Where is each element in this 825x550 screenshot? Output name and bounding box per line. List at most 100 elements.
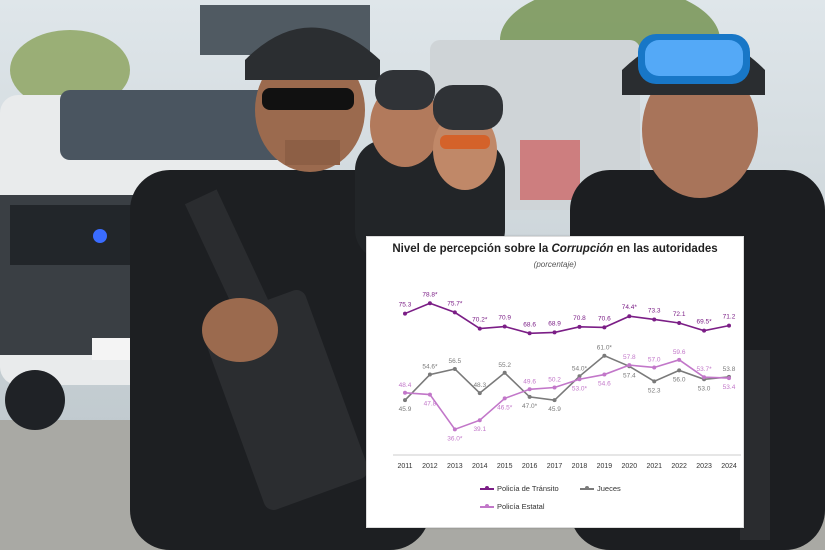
data-label-jueces-2017: 45.9	[548, 406, 561, 413]
legend-swatch-policia-estatal	[480, 504, 494, 508]
data-label-policia-estatal-2012: 47.8	[424, 401, 437, 408]
data-point-jueces-2021	[652, 379, 657, 384]
data-point-jueces-2019	[602, 353, 607, 358]
data-point-policia-estatal-2012	[427, 392, 432, 397]
data-point-policia-de-transito-2017	[552, 330, 557, 335]
data-point-policia-estatal-2017	[552, 385, 557, 390]
data-point-policia-estatal-2011	[403, 390, 407, 395]
x-tick-label-2017: 2017	[547, 463, 563, 470]
data-point-policia-estatal-2019	[602, 372, 607, 377]
data-point-policia-de-transito-2019	[602, 325, 607, 330]
legend-label-policia-estatal: Policía Estatal	[497, 502, 545, 511]
data-point-policia-de-transito-2020	[627, 314, 632, 319]
data-label-policia-de-transito-2015: 70.9	[498, 315, 511, 322]
data-point-jueces-2013	[452, 366, 457, 371]
data-point-policia-estatal-2013	[452, 427, 457, 432]
data-label-policia-estatal-2016: 49.6	[523, 378, 536, 385]
data-label-jueces-2022: 56.0	[673, 376, 686, 383]
data-point-policia-estatal-2024	[727, 376, 731, 381]
legend-item-jueces: Jueces	[580, 484, 621, 493]
x-tick-label-2021: 2021	[646, 463, 662, 470]
legend-swatch-jueces	[580, 486, 594, 490]
chart-title-prefix: Nivel de percepción sobre la	[392, 243, 552, 255]
data-label-jueces-2020: 57.4	[623, 372, 636, 379]
data-label-policia-de-transito-2024: 71.2	[723, 314, 736, 321]
data-point-policia-de-transito-2011	[403, 311, 407, 316]
data-label-jueces-2015: 55.2	[498, 362, 511, 369]
data-label-policia-estatal-2024: 53.4	[723, 384, 736, 391]
data-point-jueces-2022	[677, 368, 682, 373]
data-label-policia-estatal-2011: 48.4	[399, 382, 412, 389]
x-tick-label-2023: 2023	[696, 463, 712, 470]
data-point-policia-de-transito-2012	[427, 301, 432, 306]
data-label-policia-estatal-2013: 36.0*	[447, 435, 463, 442]
data-label-jueces-2023: 53.0	[698, 385, 711, 392]
data-point-policia-de-transito-2016	[527, 331, 532, 336]
data-point-jueces-2012	[427, 372, 432, 377]
data-point-policia-de-transito-2023	[702, 328, 707, 333]
data-label-policia-estatal-2020: 57.8	[623, 354, 636, 361]
data-label-policia-de-transito-2020: 74.4*	[622, 304, 638, 311]
chart-subtitle: (porcentaje)	[533, 260, 577, 269]
x-tick-label-2018: 2018	[572, 463, 588, 470]
line-chart: 2011 2012 2013 2014 2015 2016 2017 2018 2019 2020…	[393, 291, 741, 470]
data-label-policia-estatal-2018: 53.0*	[572, 385, 588, 392]
chart-title-emphasis: Corrupción	[551, 243, 614, 255]
data-point-policia-de-transito-2021	[652, 317, 657, 322]
data-label-jueces-2014: 48.3	[473, 382, 486, 389]
data-point-policia-de-transito-2014	[477, 326, 482, 331]
data-label-jueces-2013: 56.5	[449, 358, 462, 365]
data-label-jueces-2012: 54.6*	[422, 364, 438, 371]
x-tick-label-2024: 2024	[721, 463, 737, 470]
data-point-jueces-2014	[477, 391, 482, 396]
x-tick-label-2020: 2020	[622, 463, 638, 470]
data-label-policia-de-transito-2013: 75.7*	[447, 300, 463, 307]
data-point-jueces-2018	[577, 374, 582, 379]
data-label-policia-de-transito-2011: 75.3	[399, 302, 412, 309]
data-label-jueces-2019: 61.0*	[597, 345, 613, 352]
data-point-policia-de-transito-2013	[452, 310, 457, 315]
data-label-policia-de-transito-2018: 70.8	[573, 315, 586, 322]
data-label-policia-estatal-2023: 53.7*	[696, 366, 712, 373]
x-tick-label-2015: 2015	[497, 463, 513, 470]
x-tick-label-2012: 2012	[422, 463, 438, 470]
chart-card: Nivel de percepción sobre la Corrupción …	[366, 236, 744, 528]
data-label-policia-estatal-2014: 39.1	[473, 426, 486, 433]
data-label-policia-estatal-2022: 59.6	[673, 349, 686, 356]
x-tick-label-2016: 2016	[522, 463, 538, 470]
data-point-policia-estatal-2015	[502, 396, 507, 401]
data-label-policia-estatal-2021: 57.0	[648, 356, 661, 363]
data-label-policia-estatal-2019: 54.6	[598, 381, 611, 388]
data-label-jueces-2024: 53.8	[723, 366, 736, 373]
data-label-policia-estatal-2015: 46.5*	[497, 404, 513, 411]
x-tick-label-2014: 2014	[472, 463, 488, 470]
data-label-policia-de-transito-2023: 69.5*	[696, 319, 712, 326]
legend-swatch-policia-transito	[480, 486, 494, 490]
data-label-policia-de-transito-2017: 68.9	[548, 320, 561, 327]
legend-item-policia-estatal: Policía Estatal	[480, 502, 545, 511]
x-tick-label-2019: 2019	[597, 463, 613, 470]
data-label-policia-de-transito-2022: 72.1	[673, 311, 686, 318]
x-tick-label-2011: 2011	[397, 463, 412, 470]
x-tick-label-2022: 2022	[671, 463, 687, 470]
legend-label-policia-transito: Policía de Tránsito	[497, 484, 559, 493]
series-line-policia-estatal	[404, 358, 730, 431]
data-label-policia-de-transito-2012: 78.8*	[422, 291, 438, 298]
data-point-policia-estatal-2023	[702, 375, 707, 380]
chart-title: Nivel de percepción sobre la Corrupción …	[367, 243, 743, 255]
x-tick-label-2013: 2013	[447, 463, 463, 470]
data-label-policia-estatal-2017: 50.2	[548, 377, 561, 384]
chart-title-suffix: en las autoridades	[613, 243, 718, 255]
data-label-jueces-2011: 45.9	[399, 406, 412, 413]
series-line-jueces	[404, 354, 730, 402]
data-point-jueces-2015	[502, 370, 507, 375]
legend-item-policia-transito: Policía de Tránsito	[480, 484, 559, 493]
data-label-policia-de-transito-2014: 70.2*	[472, 317, 488, 324]
data-point-policia-de-transito-2018	[577, 324, 582, 329]
data-label-policia-de-transito-2016: 68.6	[523, 321, 536, 328]
data-label-jueces-2021: 52.3	[648, 387, 661, 394]
legend-label-jueces: Jueces	[597, 484, 621, 493]
data-point-policia-estatal-2021	[652, 365, 657, 370]
data-point-policia-estatal-2018	[577, 377, 582, 382]
